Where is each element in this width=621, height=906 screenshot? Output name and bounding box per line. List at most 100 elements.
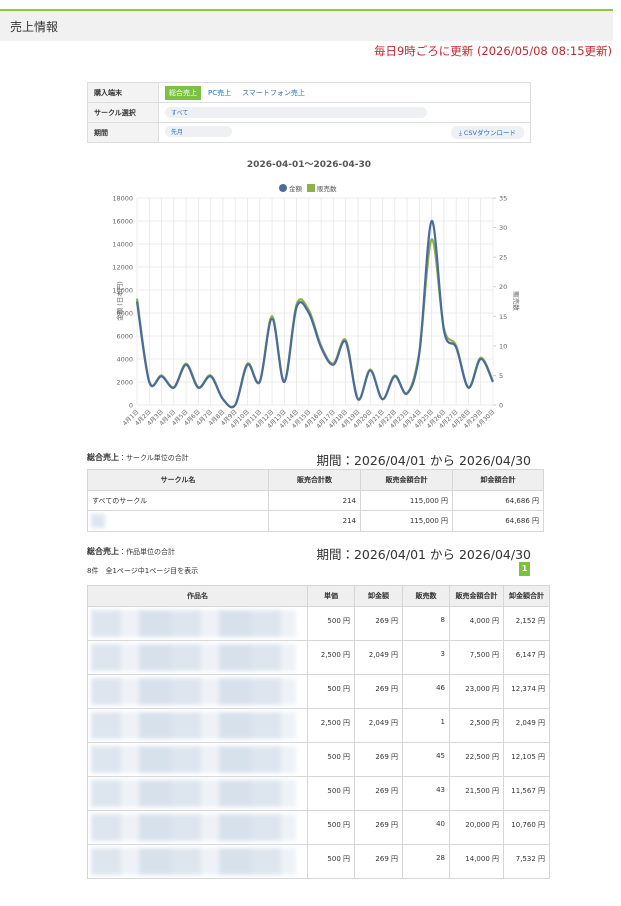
page-button[interactable]: 1 xyxy=(519,562,530,576)
tab[interactable]: 総合売上 xyxy=(165,85,201,100)
cell: 20,000 円 xyxy=(449,810,504,845)
cell: 2,049 円 xyxy=(354,640,403,675)
csv-label: CSVダウンロード xyxy=(463,129,516,137)
blurred-name xyxy=(91,848,296,875)
series-line xyxy=(135,219,494,409)
label: 購入端末 xyxy=(87,82,159,103)
tab[interactable]: スマートフォン売上 xyxy=(242,88,305,97)
y2-tick-label: 10 xyxy=(499,342,507,350)
cell: 2,049 円 xyxy=(503,708,550,743)
cell: 2,500 円 xyxy=(307,640,355,675)
cell: 269 円 xyxy=(354,810,403,845)
cell: 7,500 円 xyxy=(449,640,504,675)
cell: 45 xyxy=(402,742,450,777)
cell: 269 円 xyxy=(354,844,403,879)
header-row: 作品名 単価 卸金額 販売数 販売金額合計 卸金額合計 xyxy=(87,585,550,607)
period-select[interactable]: 先月 xyxy=(165,126,232,137)
blurred-name xyxy=(91,610,296,637)
cell: 269 円 xyxy=(354,606,403,641)
top-accent xyxy=(0,9,613,11)
row: 500 円 269 円 28 14,000 円 7,532 円 xyxy=(87,844,550,879)
cell: 500 円 xyxy=(307,742,355,777)
cell: 2,152 円 xyxy=(503,606,550,641)
name-cell xyxy=(87,776,308,811)
row: すべてのサークル 214 115,000 円 64,686 円 xyxy=(87,490,544,511)
cell: 7,532 円 xyxy=(503,844,550,879)
y-tick-label: 6000 xyxy=(116,333,133,341)
y-tick-label: 4000 xyxy=(116,356,133,364)
cell: 1 xyxy=(402,708,450,743)
y-tick-label: 14000 xyxy=(112,241,133,249)
cell: 11,567 円 xyxy=(503,776,550,811)
cell: 46 xyxy=(402,674,450,709)
cell: 23,000 円 xyxy=(449,674,504,709)
blurred-name xyxy=(91,746,296,773)
cell: 269 円 xyxy=(354,776,403,811)
cell: 2,049 円 xyxy=(354,708,403,743)
cell: 500 円 xyxy=(307,776,355,811)
y-tick-label: 0 xyxy=(129,402,133,410)
page-title: 売上情報 xyxy=(10,20,59,34)
column-header: 販売合計数 xyxy=(268,469,361,491)
cell: 21,500 円 xyxy=(449,776,504,811)
y2-tick-label: 35 xyxy=(499,195,507,203)
name-cell xyxy=(87,844,308,879)
cell: 12,105 円 xyxy=(503,742,550,777)
cell: 43 xyxy=(402,776,450,811)
column-header: 卸金額 xyxy=(354,585,403,607)
column-header: 販売数 xyxy=(402,585,450,607)
y-axis-title: 金額 (日本円) xyxy=(115,281,124,321)
cell: 500 円 xyxy=(307,606,355,641)
blurred-name xyxy=(91,814,296,841)
section-subtitle: ：サークル単位の合計 xyxy=(119,454,189,462)
cell: 6,147 円 xyxy=(503,640,550,675)
header-bar xyxy=(0,11,613,41)
cell: 214 xyxy=(268,490,361,511)
section-subtitle: ：作品単位の合計 xyxy=(119,548,175,556)
cell: 269 円 xyxy=(354,674,403,709)
y-tick-label: 10000 xyxy=(112,287,133,295)
column-header: 卸金額合計 xyxy=(503,585,550,607)
section-title: 総合売上：サークル単位の合計 xyxy=(87,452,189,463)
header-row: サークル名 販売合計数 販売金額合計 卸金額合計 xyxy=(87,469,544,491)
y-tick-label: 16000 xyxy=(112,218,133,226)
circle-select[interactable]: すべて xyxy=(165,107,427,118)
name-cell xyxy=(87,510,269,532)
row: 500 円 269 円 8 4,000 円 2,152 円 xyxy=(87,606,550,641)
name-cell xyxy=(87,674,308,709)
section-title-main: 総合売上 xyxy=(87,453,119,462)
cell: 12,374 円 xyxy=(503,674,550,709)
column-header: 販売金額合計 xyxy=(360,469,453,491)
chart-title: 2026-04-01〜2026-04-30 xyxy=(247,160,371,170)
y2-tick-label: 0 xyxy=(499,402,503,410)
legend-label: 販売数 xyxy=(317,184,337,193)
cell: 2,500 円 xyxy=(449,708,504,743)
y-tick-label: 8000 xyxy=(116,310,133,318)
cell: 64,686 円 xyxy=(452,510,544,532)
name-cell: すべてのサークル xyxy=(87,490,269,511)
cell: 28 xyxy=(402,844,450,879)
filter-table: 購入端末 総合売上 PC売上 スマートフォン売上 サークル選択 すべて 期間 先月 ⤓… xyxy=(87,82,531,143)
count-text: 8件 全1ページ中1ページ目を表示 xyxy=(87,567,199,575)
name-cell xyxy=(87,742,308,777)
blurred-name xyxy=(91,678,296,705)
y2-tick-label: 20 xyxy=(499,283,507,291)
period: 期間：2026/04/01 から 2026/04/30 xyxy=(316,547,531,562)
legend-label: 金額 xyxy=(289,184,303,193)
row: 2,500 円 2,049 円 3 7,500 円 6,147 円 xyxy=(87,640,550,675)
cell: 3 xyxy=(402,640,450,675)
y2-tick-label: 30 xyxy=(499,224,507,232)
section-title-main: 総合売上 xyxy=(87,547,119,556)
cell: 2,500 円 xyxy=(307,708,355,743)
blurred-name xyxy=(91,712,296,739)
label: サークル選択 xyxy=(87,102,159,123)
name-cell xyxy=(87,810,308,845)
y-tick-label: 2000 xyxy=(116,379,133,387)
csv-button[interactable]: ⤓ CSVダウンロード xyxy=(450,126,524,139)
tab[interactable]: PC売上 xyxy=(208,88,232,97)
cell: 500 円 xyxy=(307,810,355,845)
name-cell xyxy=(87,640,308,675)
cell: 64,686 円 xyxy=(452,490,544,511)
column-header: 単価 xyxy=(307,585,355,607)
